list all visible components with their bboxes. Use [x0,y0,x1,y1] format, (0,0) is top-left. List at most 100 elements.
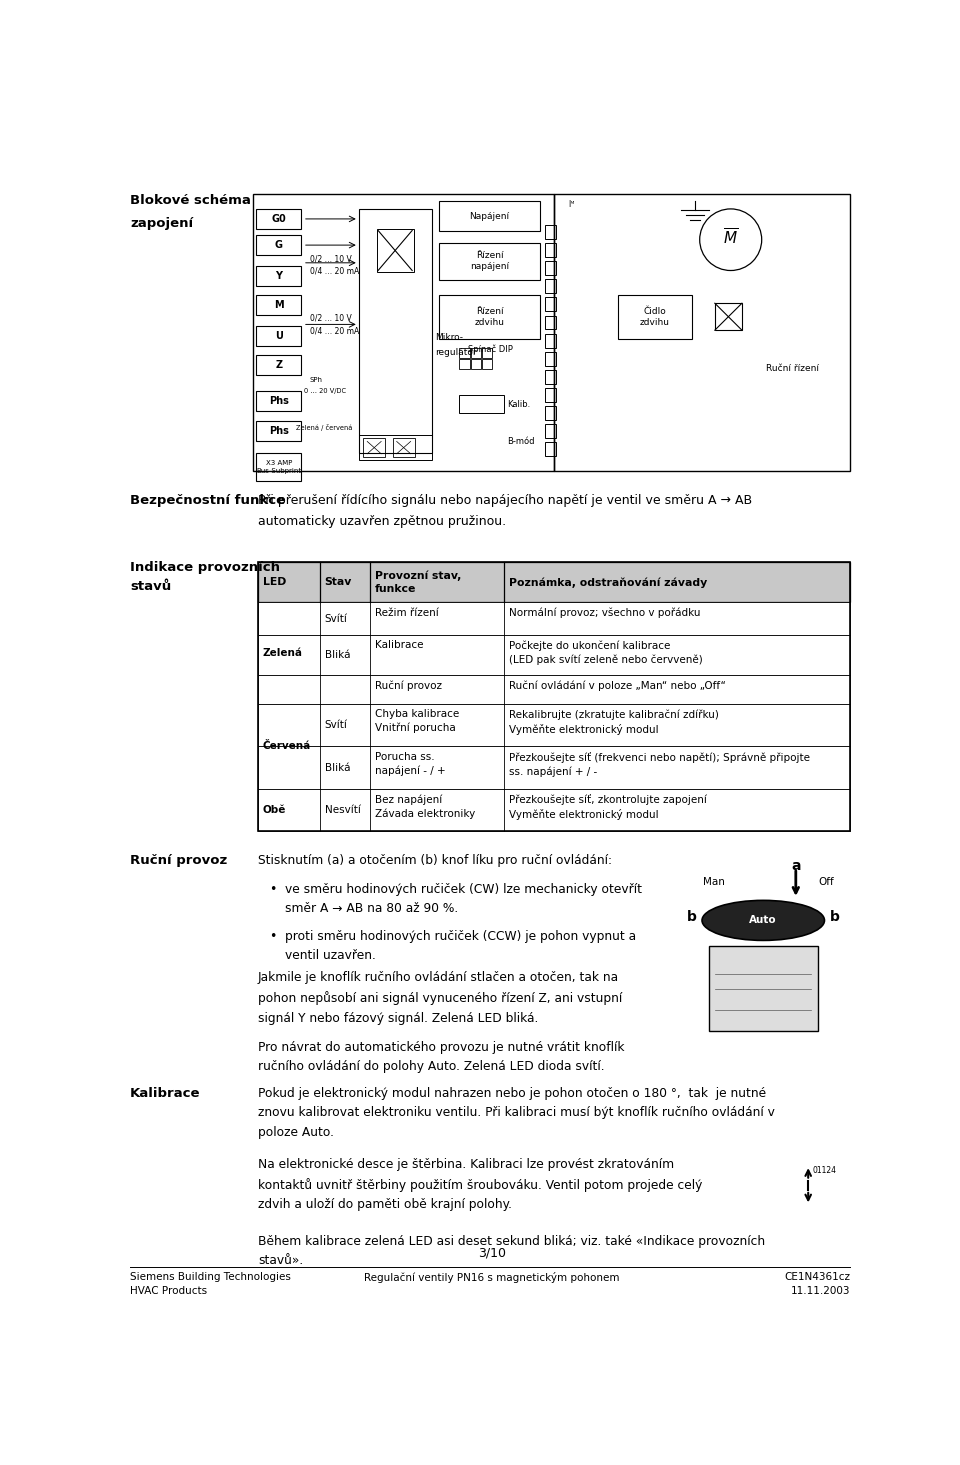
Bar [544,388,556,401]
Bar [617,294,692,338]
Text: Napájení: Napájení [469,212,510,221]
Text: Poznámka, odstraňování závady: Poznámka, odstraňování závady [509,577,708,587]
Text: Čidlo
zdvihu: Čidlo zdvihu [639,308,670,327]
Text: X3 AMP
Bus-Subprint: X3 AMP Bus-Subprint [256,460,301,473]
Bar [256,294,301,315]
Bar [470,359,481,369]
Text: Zelená / červená: Zelená / červená [297,423,352,431]
Bar [460,396,504,413]
Text: Pro návrat do automatického provozu je nutné vrátit knoflík
ručního ovládání do : Pro návrat do automatického provozu je n… [258,1040,624,1072]
Bar [482,349,492,359]
Text: Ⅰᴹ: Ⅰᴹ [568,199,574,209]
Text: Bliká: Bliká [324,763,350,772]
Text: Mikro-: Mikro- [435,333,463,341]
Text: 0/4 … 20 mA: 0/4 … 20 mA [310,267,359,275]
Text: •: • [270,883,276,897]
Text: Y: Y [276,271,282,281]
Bar [544,243,556,256]
Text: b: b [829,910,839,923]
Text: Normální provoz; všechno v pořádku: Normální provoz; všechno v pořádku [509,608,701,618]
Text: Rekalibrujte (zkratujte kalibrační zdířku)
Vyměňte elektronický modul: Rekalibrujte (zkratujte kalibrační zdířk… [509,709,719,734]
Bar [440,294,540,338]
Text: 01124: 01124 [813,1166,837,1175]
Bar [544,315,556,330]
Bar [256,391,301,412]
Text: Pokud je elektronický modul nahrazen nebo je pohon otočen o 180 °,  tak  je nutn: Pokud je elektronický modul nahrazen neb… [258,1087,775,1138]
Text: regulátor: regulátor [435,347,476,356]
Bar [440,243,540,280]
Bar [544,369,556,384]
Text: Blokové schéma: Blokové schéma [130,193,251,207]
Text: Jakmile je knoflík ručního ovládání stlačen a otočen, tak na
pohon nepůsobí ani : Jakmile je knoflík ručního ovládání stla… [258,971,622,1026]
Text: Kalib.: Kalib. [508,400,531,409]
Bar [544,334,556,347]
Bar [544,442,556,456]
Text: CE1N4361cz
11.11.2003: CE1N4361cz 11.11.2003 [784,1272,850,1295]
Text: Man: Man [703,878,725,886]
Text: Režim řízení: Režim řízení [375,608,439,618]
Bar [715,303,742,330]
Text: Přezkoušejte síť, zkontrolujte zapojení
Vyměňte elektronický modul: Přezkoušejte síť, zkontrolujte zapojení … [509,794,707,820]
Text: 0 … 20 V/DC: 0 … 20 V/DC [304,388,347,394]
Bar [363,438,385,457]
Bar [460,359,469,369]
Text: Phs: Phs [269,426,289,435]
Bar [256,453,301,481]
Bar [440,201,540,231]
Text: Z: Z [276,360,282,371]
Bar [258,563,850,831]
Text: Na elektronické desce je štěrbina. Kalibraci lze provést zkratováním
kontaktů uv: Na elektronické desce je štěrbina. Kalib… [258,1157,703,1212]
Text: Přezkoušejte síť (frekvenci nebo napětí); Správně připojte
ss. napájení + / -: Přezkoušejte síť (frekvenci nebo napětí)… [509,752,810,776]
Bar [376,229,414,272]
Text: Při přerušení řídícího signálu nebo napájecího napětí je ventil ve směru A → AB
: Při přerušení řídícího signálu nebo napá… [258,494,752,527]
Bar [470,349,481,359]
Bar [544,280,556,293]
Text: Nesvítí: Nesvítí [324,804,360,815]
Text: G: G [275,240,283,251]
Text: Svítí: Svítí [324,721,348,730]
Text: Ruční ovládání v poloze „Man“ nebo „Off“: Ruční ovládání v poloze „Man“ nebo „Off“ [509,680,726,690]
Text: LED: LED [263,577,286,587]
Text: Regulační ventily PN16 s magnetickým pohonem: Regulační ventily PN16 s magnetickým poh… [364,1272,620,1282]
Text: Počkejte do ukončení kalibrace
(LED pak svítí zeleně nebo červveně): Počkejte do ukončení kalibrace (LED pak … [509,640,703,665]
Text: $\overline{M}$: $\overline{M}$ [723,229,738,248]
Text: Kalibrace: Kalibrace [130,1087,201,1100]
Text: 0/4 … 20 mA: 0/4 … 20 mA [310,327,359,335]
Bar [256,325,301,346]
Bar [544,425,556,438]
Text: Ruční provoz: Ruční provoz [375,680,442,690]
Text: Bezpečnostní funkce: Bezpečnostní funkce [130,494,285,507]
Bar [554,193,850,470]
Ellipse shape [702,901,825,941]
Text: ve směru hodinových ručiček (CW) lze mechanicky otevřít
směr A → AB na 80 až 90 : ve směru hodinových ručiček (CW) lze mec… [285,883,642,916]
Text: b: b [687,910,697,923]
Bar [253,193,554,470]
Text: Bez napájení
Závada elektroniky: Bez napájení Závada elektroniky [375,794,475,819]
Text: proti směru hodinových ručiček (CCW) je pohon vypnut a
ventil uzavřen.: proti směru hodinových ručiček (CCW) je … [285,930,636,961]
Bar [544,352,556,366]
Bar [544,406,556,420]
Bar [258,675,850,705]
Text: U: U [275,331,283,341]
Text: Off: Off [819,878,834,886]
Text: Svítí: Svítí [324,614,348,624]
Bar [359,435,432,460]
Text: Řízení
zdvihu: Řízení zdvihu [474,308,505,327]
Bar [393,438,415,457]
Bar [256,209,301,229]
Text: Phs: Phs [269,397,289,406]
Text: Auto: Auto [750,914,777,924]
Text: Indikace provozních
stavů: Indikace provozních stavů [130,561,280,593]
Text: Bliká: Bliká [324,650,350,659]
Bar [544,226,556,239]
Text: zapojení: zapojení [130,217,193,230]
Text: Kalibrace: Kalibrace [375,640,423,650]
Text: 3/10: 3/10 [478,1247,506,1260]
Text: M: M [274,300,284,311]
Text: Ruční provoz: Ruční provoz [130,854,228,867]
Bar [544,297,556,312]
Bar [258,788,850,831]
Text: 0/2 … 10 V: 0/2 … 10 V [310,314,351,322]
Bar [258,634,850,675]
Text: Řízení
napájení: Řízení napájení [470,251,509,271]
